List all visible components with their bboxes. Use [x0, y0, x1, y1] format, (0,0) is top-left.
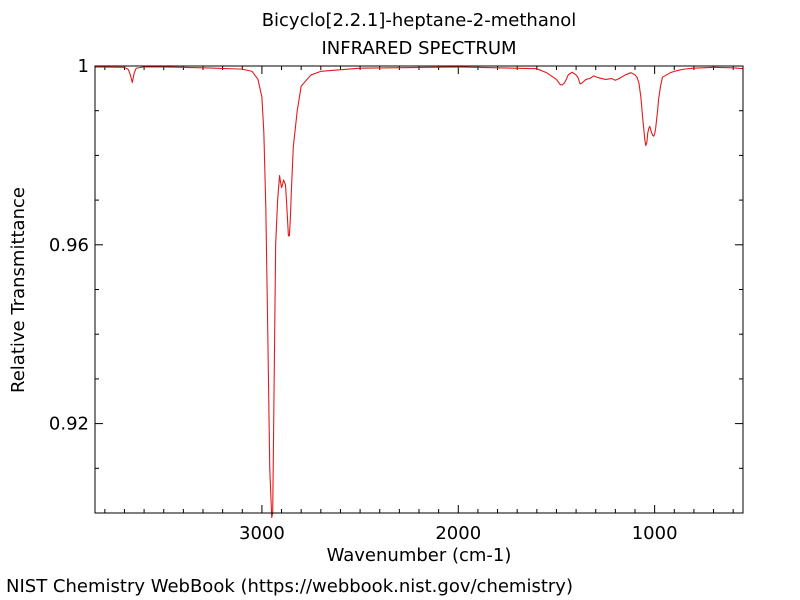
chart-subtitle: INFRARED SPECTRUM	[321, 38, 517, 59]
chart-title: Bicyclo[2.2.1]-heptane-2-methanol	[261, 10, 577, 31]
x-tick-label: 1000	[632, 523, 678, 544]
y-tick-label: 0.92	[49, 414, 89, 435]
x-axis-label: Wavenumber (cm-1)	[327, 545, 512, 566]
y-tick-label: 1	[78, 56, 89, 77]
spectrum-line	[94, 66, 744, 519]
y-tick-label: 0.96	[49, 235, 89, 256]
y-axis-label: Relative Transmittance	[8, 187, 29, 393]
x-tick-label: 2000	[435, 523, 481, 544]
source-credit: NIST Chemistry WebBook (https://webbook.…	[6, 576, 573, 597]
x-tick-label: 3000	[239, 523, 285, 544]
plot-frame	[94, 65, 744, 514]
